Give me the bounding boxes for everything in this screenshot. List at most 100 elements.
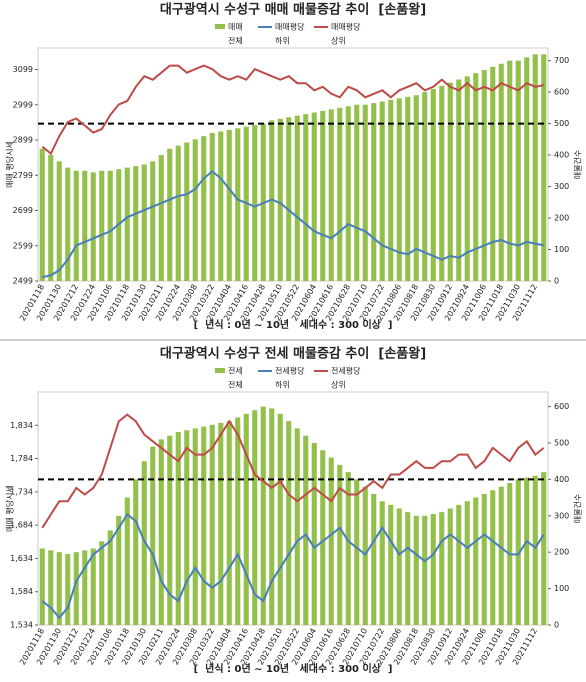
y2-tick-label: 500	[554, 438, 569, 447]
legend-sublabel: 상위	[331, 36, 346, 46]
plot-frame	[37, 47, 549, 282]
bar	[56, 552, 62, 625]
legend-swatch	[215, 368, 225, 373]
footer: [ 년식 : 0년 ~ 10년 세대수 : 300 이상 ]	[194, 318, 393, 331]
plot-frame	[37, 391, 549, 626]
y2-tick-label: 200	[554, 548, 569, 557]
bar	[133, 479, 139, 625]
bar	[218, 422, 224, 625]
bar	[116, 515, 122, 625]
bar	[371, 103, 377, 281]
bar	[405, 512, 411, 625]
legend-sublabel: 전체	[228, 36, 243, 46]
bar	[141, 461, 147, 625]
chart-title: 대구광역시 수성구 매매 매물증감 추이 [손품왕]	[160, 2, 426, 18]
bar	[252, 125, 258, 281]
bar	[430, 513, 436, 625]
bar	[507, 60, 513, 282]
bar	[107, 530, 113, 625]
bar	[286, 421, 292, 625]
bar	[498, 63, 504, 282]
y2-tick-label: 600	[554, 88, 569, 97]
bar	[354, 479, 360, 625]
bar	[490, 66, 496, 281]
bar	[192, 139, 198, 281]
bar	[524, 57, 530, 281]
bar	[320, 110, 326, 281]
bar	[192, 428, 198, 625]
bar	[498, 486, 504, 625]
bar	[209, 133, 215, 281]
bar	[294, 428, 300, 625]
bar	[65, 554, 71, 625]
y2-tick-label: 200	[554, 214, 569, 223]
y-tick-label: 2999	[13, 100, 33, 109]
bar	[541, 472, 547, 625]
y2-tick-label: 300	[554, 182, 569, 191]
bar	[371, 493, 377, 625]
bar	[473, 73, 479, 282]
bar	[201, 426, 207, 625]
line	[41, 513, 545, 620]
legend-label: 매매	[228, 23, 243, 32]
bar	[56, 161, 62, 281]
bar	[320, 450, 326, 625]
bar	[337, 107, 343, 281]
y-tick-label: 2699	[13, 206, 33, 215]
bar	[464, 76, 470, 282]
y2-tick-label: 400	[554, 151, 569, 160]
bar	[532, 475, 538, 625]
line	[41, 413, 545, 529]
bar	[99, 170, 105, 281]
bar	[388, 504, 394, 625]
bar	[422, 515, 428, 625]
bar	[286, 117, 292, 282]
line	[41, 64, 545, 156]
bar	[82, 550, 88, 625]
legend-sublabel: 상위	[331, 380, 346, 390]
bar	[362, 486, 368, 625]
bar	[269, 120, 275, 282]
legend-sublabel: 전체	[228, 380, 243, 390]
bar	[277, 118, 283, 281]
bar	[124, 497, 130, 625]
y-tick-label: 1,834	[10, 421, 33, 430]
bar	[107, 170, 113, 281]
bar	[439, 512, 445, 625]
y-tick-label: 1,684	[10, 521, 33, 530]
footer: [ 년식 : 0년 ~ 10년 세대수 : 300 이상 ]	[194, 662, 393, 675]
bar	[252, 410, 258, 625]
bar	[422, 92, 428, 281]
bar	[175, 432, 181, 625]
bar	[303, 114, 309, 282]
bar	[90, 172, 96, 281]
bar	[481, 493, 487, 625]
y-axis-label: 매매 평당시세	[5, 485, 15, 532]
y2-tick-label: 400	[554, 475, 569, 484]
bar	[413, 95, 419, 281]
bar	[167, 435, 173, 625]
legend-label: 전세	[228, 366, 243, 376]
bar	[277, 413, 283, 625]
y2-tick-label: 300	[554, 511, 569, 520]
bar	[209, 424, 215, 625]
y-tick-label: 3099	[13, 65, 33, 74]
bar	[515, 60, 521, 282]
bar	[354, 104, 360, 281]
legend-label: 매매평당	[331, 22, 361, 32]
bar	[473, 497, 479, 625]
bar	[184, 430, 190, 625]
bar	[405, 96, 411, 282]
y-tick-label: 1,784	[10, 454, 33, 463]
bar	[167, 148, 173, 281]
legend-swatch	[215, 24, 225, 29]
y2-axis-label: 매물건수	[573, 150, 583, 179]
bar	[235, 128, 241, 281]
bar	[243, 413, 249, 625]
bar	[362, 104, 368, 281]
y-tick-label: 1,634	[10, 554, 33, 563]
y2-axis-label: 매물건수	[573, 494, 583, 523]
y-tick-label: 2599	[13, 241, 33, 250]
